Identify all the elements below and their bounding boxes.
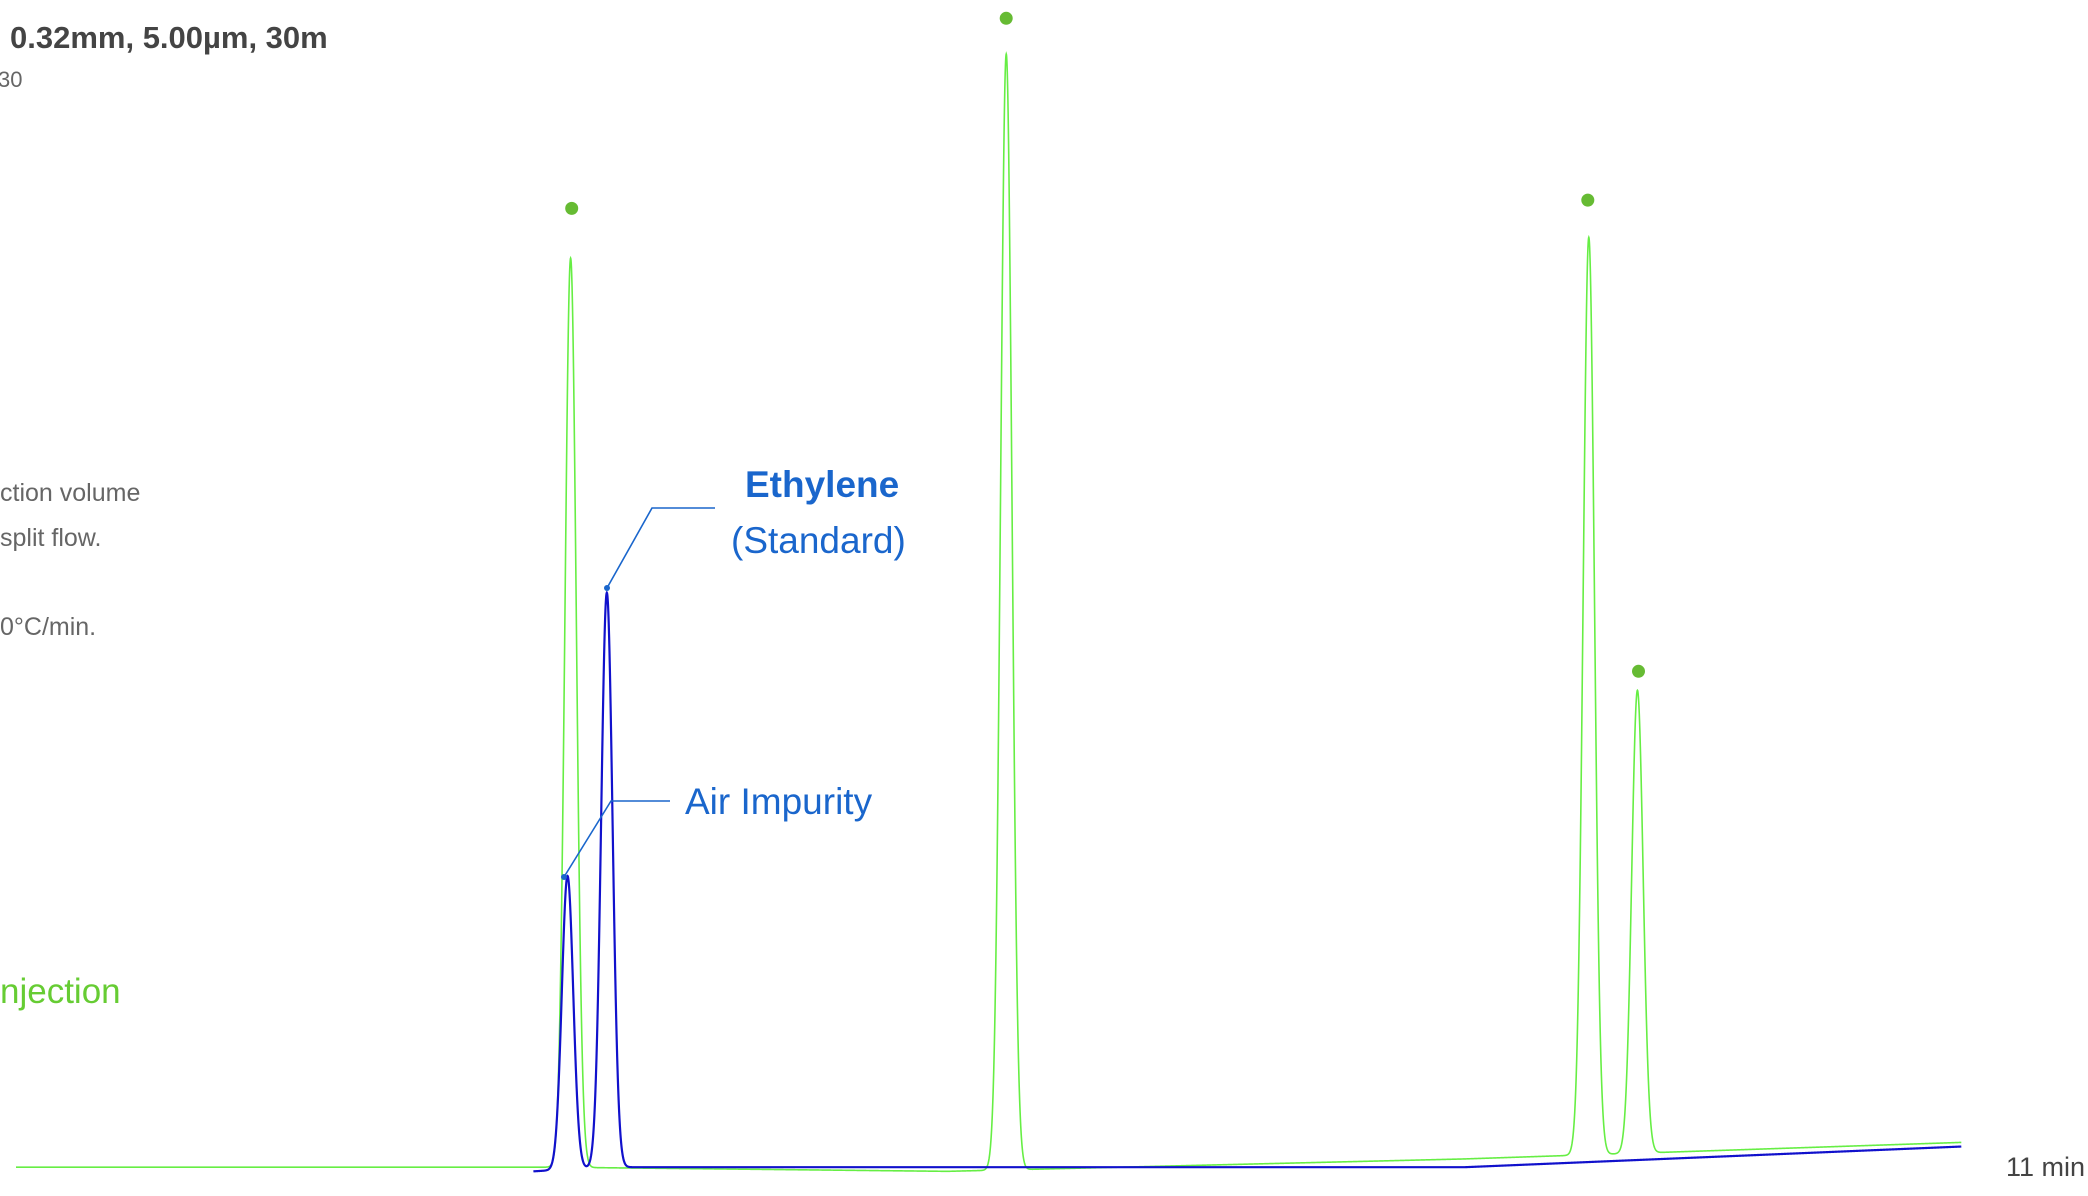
legend-injection: njection (0, 972, 121, 1011)
peak-marker-3 (1581, 194, 1594, 207)
green-trace-line (16, 54, 1961, 1171)
note-injection-volume: ction volume (0, 479, 140, 507)
note-ramp-rate: 0°C/min. (0, 613, 96, 641)
x-axis-label: 11 min (2006, 1152, 2085, 1182)
ethylene-sublabel: (Standard) (731, 520, 906, 561)
peak-marker-1 (565, 202, 578, 215)
air-impurity-leader-line (564, 801, 670, 877)
annotation-ethylene: Ethylene (Standard) (604, 464, 906, 591)
peak-marker-2 (1000, 12, 1013, 25)
air-impurity-anchor-dot (561, 874, 567, 880)
peak-marker-4 (1632, 665, 1645, 678)
chart-subtitle: 30 (0, 67, 22, 92)
plot-area (16, 12, 1961, 1172)
annotation-air-impurity: Air Impurity (561, 781, 873, 880)
air-impurity-label: Air Impurity (685, 781, 873, 822)
chart-title: 0.32mm, 5.00µm, 30m (10, 20, 328, 55)
blue-trace-line (533, 593, 1961, 1172)
ethylene-leader-line (607, 508, 715, 588)
ethylene-anchor-dot (604, 585, 610, 591)
note-split-flow: split flow. (0, 524, 101, 552)
ethylene-label: Ethylene (745, 464, 899, 505)
